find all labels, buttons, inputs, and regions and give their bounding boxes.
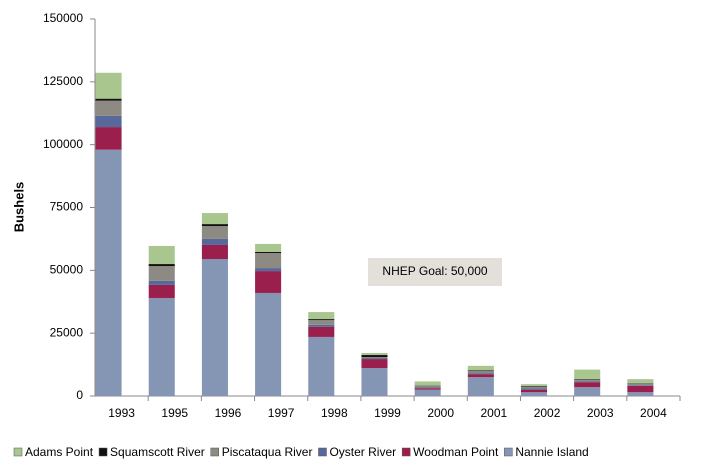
bar-segment: [308, 326, 335, 337]
bar-segment: [255, 268, 282, 272]
y-axis-label: Bushels: [11, 182, 26, 233]
bar-segment: [148, 280, 175, 285]
bar-segment: [414, 388, 441, 390]
bar-segment: [520, 384, 548, 386]
bar-segment: [520, 388, 548, 390]
bar-segment: [308, 320, 335, 325]
y-tick-label: 150000: [43, 11, 83, 25]
x-tick-label: 2003: [587, 406, 614, 420]
legend-label: Adams Point: [25, 445, 94, 459]
bar-segment: [627, 385, 654, 386]
y-tick-label: 100000: [43, 137, 83, 151]
legend-label: Nannie Island: [515, 445, 588, 459]
bar-segment: [627, 379, 654, 383]
bar-segment: [520, 386, 548, 389]
bar-segment: [148, 264, 175, 267]
y-tick-label: 0: [76, 388, 83, 402]
bar-segment: [414, 387, 441, 389]
bar-segment: [95, 100, 122, 116]
bar-segment: [627, 392, 654, 396]
x-tick-label: 1997: [268, 406, 295, 420]
bar-segment: [361, 353, 388, 356]
bar-segment: [148, 284, 175, 298]
bar-segment: [255, 252, 282, 269]
bar-segment: [414, 381, 441, 386]
bar-segment: [467, 365, 494, 371]
bar-segment: [148, 297, 175, 396]
legend-swatch: [98, 447, 108, 457]
bar-segment: [574, 378, 601, 380]
bar-segment: [201, 244, 228, 260]
bar-segment: [148, 266, 175, 281]
bar-segment: [255, 292, 282, 396]
bar-segment: [308, 319, 335, 321]
bar-segment: [574, 369, 601, 379]
bar-segment: [308, 324, 335, 327]
bar-segment: [520, 389, 548, 393]
bar-segment: [467, 373, 494, 375]
bar-segment: [95, 127, 122, 150]
bar-segment: [95, 149, 122, 396]
bar-segment: [627, 385, 654, 393]
bar-segment: [95, 98, 122, 101]
bar-segment: [201, 213, 228, 225]
x-tick-label: 1998: [321, 406, 348, 420]
bar-segment: [201, 224, 228, 227]
bar-segment: [148, 245, 175, 265]
bar-segment: [255, 251, 282, 253]
bar-segment: [467, 371, 494, 374]
x-tick-label: 1999: [374, 406, 401, 420]
bar-segment: [520, 385, 548, 387]
bar-segment: [467, 374, 494, 378]
bar-segment: [308, 336, 335, 396]
bar-segment: [520, 392, 548, 396]
y-tick-label: 25000: [50, 325, 84, 339]
x-tick-label: 1996: [215, 406, 242, 420]
legend-label: Piscataqua River: [222, 445, 313, 459]
x-tick-label: 1993: [108, 406, 135, 420]
legend-swatch: [318, 447, 327, 457]
bar-segment: [201, 226, 228, 239]
bar-segment: [361, 359, 388, 369]
bar-segment: [414, 389, 441, 396]
bar-segment: [361, 357, 388, 359]
bar-segment: [467, 370, 494, 372]
bar-segment: [255, 271, 282, 293]
legend-label: Squamscott River: [110, 445, 205, 459]
y-tick-label: 50000: [50, 263, 84, 277]
bar-segment: [95, 115, 122, 128]
x-tick-label: 2004: [640, 406, 667, 420]
bar-segment: [574, 382, 601, 388]
annotation: NHEP Goal: 50,000: [382, 264, 488, 278]
y-tick-label: 75000: [50, 200, 84, 214]
bar-segment: [201, 259, 228, 396]
bar-segment: [201, 238, 228, 245]
legend-swatch: [210, 447, 219, 457]
bar-segment: [361, 358, 388, 360]
x-tick-label: 2002: [534, 406, 561, 420]
bar-segment: [255, 243, 282, 252]
bar-segment: [574, 381, 601, 383]
bar-segment: [414, 385, 441, 388]
bar-segment: [361, 355, 388, 358]
x-tick-label: 1995: [161, 406, 188, 420]
bar-segment: [467, 377, 494, 396]
x-tick-label: 2000: [427, 406, 454, 420]
y-tick-label: 125000: [43, 74, 83, 88]
x-tick-label: 2001: [481, 406, 508, 420]
bar-segment: [574, 387, 601, 396]
bar-segment: [95, 72, 122, 99]
legend-label: Woodman Point: [413, 445, 499, 459]
legend-label: Oyster River: [329, 445, 396, 459]
legend-swatch: [504, 447, 513, 457]
bar-segment: [627, 383, 654, 386]
legend-swatch: [401, 447, 411, 457]
annotation-box: [368, 258, 502, 286]
legend-swatch: [13, 447, 23, 457]
bar-segment: [308, 312, 335, 320]
bar-segment: [574, 379, 601, 382]
bar-segment: [361, 368, 388, 396]
